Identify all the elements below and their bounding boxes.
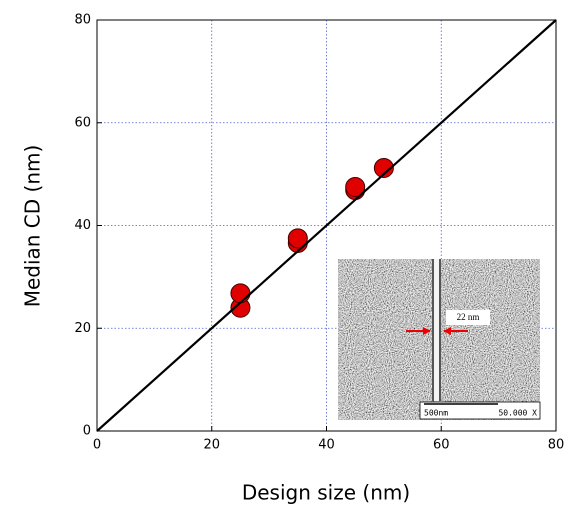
line-feature (434, 259, 439, 401)
y-tick-label: 20 (74, 321, 91, 336)
inset-image: 22 nm 500nm 50.000 X (338, 259, 540, 420)
y-tick-label: 80 (74, 13, 91, 28)
annotation: 500nm (424, 409, 448, 418)
x-tick-label: 40 (318, 438, 335, 453)
chart: Median CD (nm) Design size (nm) 0 20 40 60 8… (0, 0, 571, 509)
annotation: 22 nm (457, 312, 480, 322)
x-tick-label: 60 (433, 438, 450, 453)
data-point (231, 284, 250, 303)
x-tick-label: 0 (93, 438, 101, 453)
y-axis-label: Median CD (nm) (21, 145, 45, 308)
y-tick-label: 0 (83, 424, 91, 439)
annotation: 50.000 X (498, 409, 537, 418)
x-tick-label: 80 (548, 438, 565, 453)
y-tick-label: 60 (74, 115, 91, 130)
y-tick-label: 40 (74, 218, 91, 233)
x-axis-label: Design size (nm) (242, 481, 410, 505)
x-tick-label: 20 (203, 438, 220, 453)
